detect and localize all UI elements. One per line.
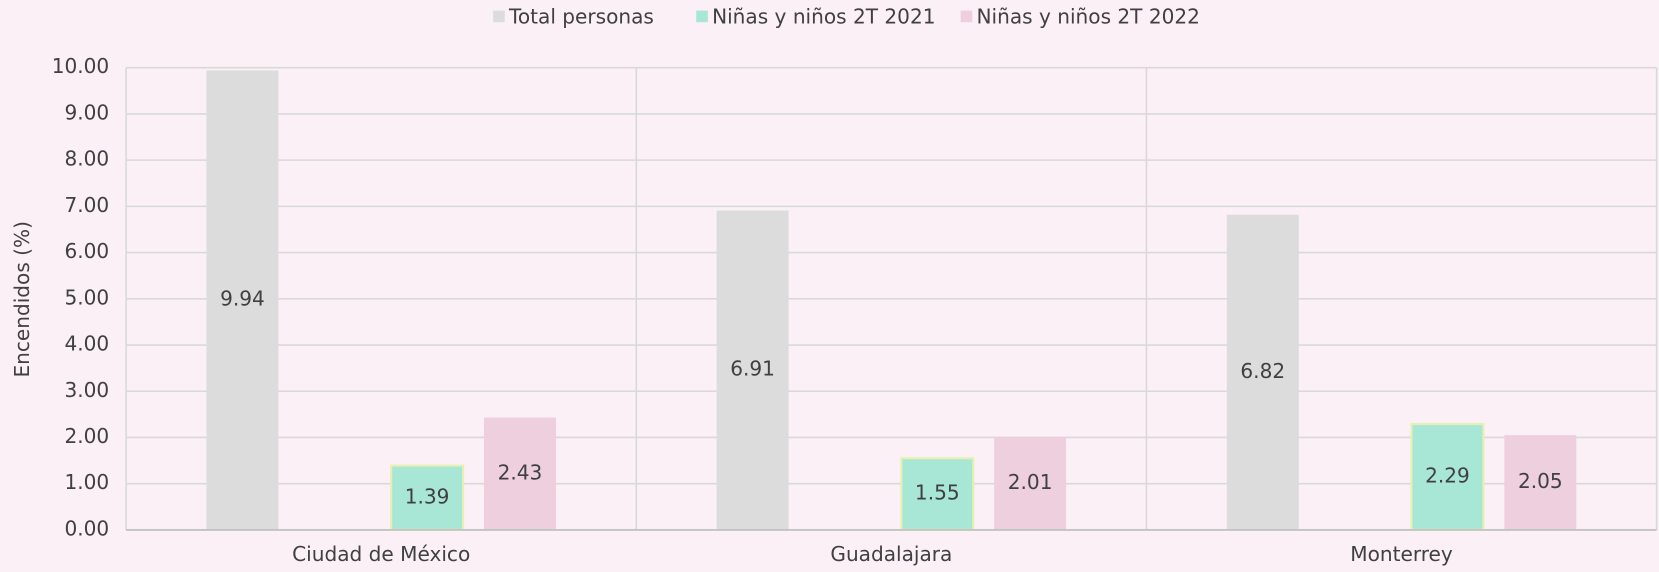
data-label: 9.94 xyxy=(220,287,265,311)
bar xyxy=(994,437,1067,530)
y-tick-label: 6.00 xyxy=(64,239,109,263)
legend-label: Total personas xyxy=(508,4,654,28)
legend-swatch xyxy=(493,10,505,23)
y-tick-label: 2.00 xyxy=(64,424,109,448)
x-tick-label: Ciudad de México xyxy=(292,542,470,566)
x-tick-label: Monterrey xyxy=(1350,542,1453,566)
bar xyxy=(390,464,465,531)
data-label: 6.82 xyxy=(1240,359,1285,383)
bar xyxy=(206,70,279,530)
y-tick-label: 3.00 xyxy=(64,378,109,402)
y-tick-label: 1.00 xyxy=(64,470,109,494)
x-tick-label: Guadalajara xyxy=(830,542,952,566)
legend-label: Niñas y niños 2T 2021 xyxy=(712,4,935,28)
legend-swatch xyxy=(960,10,973,23)
data-label: 6.91 xyxy=(730,357,775,381)
y-tick-label: 10.00 xyxy=(52,54,109,78)
data-label: 1.39 xyxy=(405,484,450,508)
data-label: 2.43 xyxy=(498,460,543,484)
bar xyxy=(1504,435,1577,530)
data-label: 2.05 xyxy=(1518,469,1563,493)
y-tick-label: 0.00 xyxy=(64,516,109,540)
legend-label: Niñas y niños 2T 2022 xyxy=(977,4,1200,28)
y-tick-label: 4.00 xyxy=(64,332,109,356)
bar xyxy=(1410,423,1485,531)
bar xyxy=(900,457,975,531)
legend-swatch xyxy=(696,10,708,23)
y-tick-label: 8.00 xyxy=(64,147,109,171)
data-label: 1.55 xyxy=(915,481,960,505)
bar xyxy=(716,210,789,530)
y-axis-label: Encendidos (%) xyxy=(10,221,34,377)
y-tick-label: 5.00 xyxy=(64,285,109,309)
bar xyxy=(484,417,556,530)
data-label: 2.29 xyxy=(1425,463,1470,487)
bar xyxy=(1226,214,1299,530)
y-tick-label: 9.00 xyxy=(64,100,109,124)
data-label: 2.01 xyxy=(1008,470,1053,494)
y-tick-label: 7.00 xyxy=(64,193,109,217)
